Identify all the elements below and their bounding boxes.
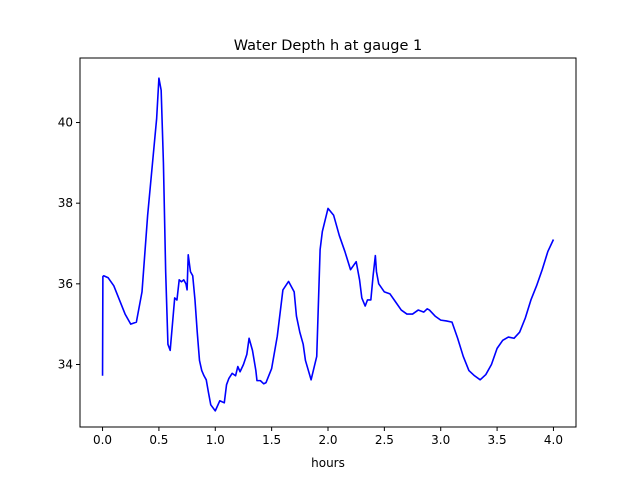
axes-ticks: 0.0 0.5 1.0 1.5 2.0 2.5 3.0 3.5 4.0 34 36 38 40: [58, 116, 563, 447]
y-tick-label: 40: [58, 116, 73, 130]
chart-title: Water Depth h at gauge 1: [234, 38, 422, 54]
plot-area: [101, 77, 555, 412]
y-tick-label: 38: [58, 196, 73, 210]
x-tick-label: 3.5: [488, 433, 507, 447]
x-tick-label: 2.0: [318, 433, 337, 447]
x-tick-label: 3.0: [431, 433, 450, 447]
x-tick-label: 0.0: [93, 433, 112, 447]
x-tick-label: 2.5: [375, 433, 394, 447]
series-line-0: [101, 77, 555, 412]
x-tick-label: 0.5: [149, 433, 168, 447]
plot-frame: [79, 57, 577, 428]
x-axis-label: hours: [311, 456, 345, 470]
x-tick-label: 4.0: [544, 433, 563, 447]
x-tick-label: 1.5: [262, 433, 281, 447]
y-tick-label: 36: [58, 277, 73, 291]
y-tick-label: 34: [58, 357, 73, 371]
x-tick-label: 1.0: [206, 433, 225, 447]
